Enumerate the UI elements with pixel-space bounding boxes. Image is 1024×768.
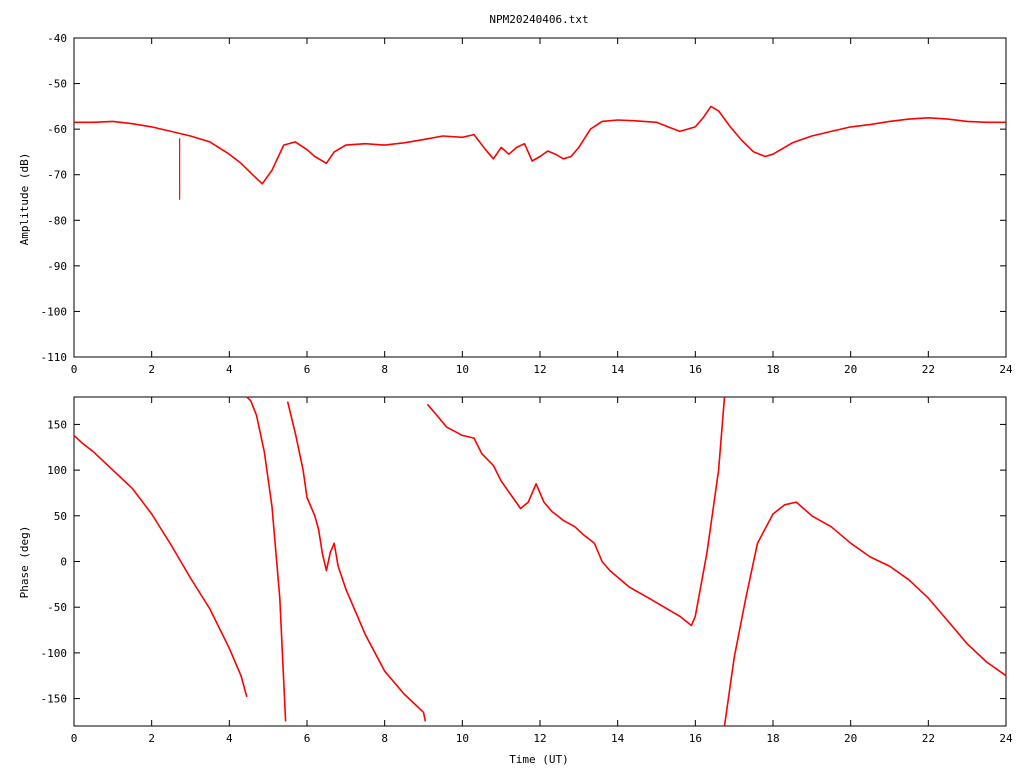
y-tick-label: -150 — [41, 693, 68, 706]
x-tick-label: 2 — [148, 732, 155, 745]
time-x-axis-label: Time (UT) — [509, 753, 569, 766]
y-tick-label: -110 — [41, 351, 68, 364]
y-tick-label: 0 — [60, 556, 67, 569]
x-tick-label: 2 — [148, 363, 155, 376]
y-tick-label: -50 — [47, 78, 67, 91]
y-tick-label: 50 — [54, 510, 67, 523]
y-tick-label: -80 — [47, 214, 67, 227]
x-tick-label: 20 — [844, 732, 857, 745]
data-series-line — [73, 396, 1007, 727]
x-tick-label: 14 — [611, 363, 625, 376]
x-tick-label: 6 — [304, 732, 311, 745]
amplitude-y-axis-label: Amplitude (dB) — [18, 153, 31, 246]
x-tick-label: 4 — [226, 732, 233, 745]
y-tick-label: -100 — [41, 305, 68, 318]
x-tick-label: 12 — [533, 732, 546, 745]
x-tick-label: 22 — [922, 363, 935, 376]
x-tick-label: 18 — [766, 363, 779, 376]
y-tick-label: -40 — [47, 32, 67, 45]
phase-panel: 0 2 4 6 8 10 12 14 16 18 20 22 24150100500-50-100-15… — [41, 396, 1013, 745]
x-tick-label: 12 — [533, 363, 546, 376]
x-tick-label: 8 — [381, 363, 388, 376]
plot-frame — [73, 37, 1007, 358]
x-tick-label: 18 — [766, 732, 779, 745]
x-tick-label: 16 — [689, 732, 702, 745]
data-series-line — [74, 105, 1006, 185]
amplitude-panel: 0 2 4 6 8 10 12 14 16 18 20 22 24-40-50-60-70-80-90-… — [41, 32, 1013, 376]
x-tick-label: 0 — [71, 732, 78, 745]
y-tick-label: -50 — [47, 601, 67, 614]
y-tick-label: -90 — [47, 260, 67, 273]
x-tick-label: 16 — [689, 363, 702, 376]
y-tick-label: 150 — [47, 418, 67, 431]
plot-frame — [73, 396, 1007, 727]
phase-y-axis-label: Phase (deg) — [18, 526, 31, 599]
x-tick-label: 10 — [456, 363, 469, 376]
y-tick-label: 100 — [47, 464, 67, 477]
y-tick-label: -100 — [41, 647, 68, 660]
y-tick-label: -60 — [47, 123, 67, 136]
x-tick-label: 24 — [999, 732, 1013, 745]
x-tick-label: 20 — [844, 363, 857, 376]
x-tick-label: 6 — [304, 363, 311, 376]
x-tick-label: 8 — [381, 732, 388, 745]
x-tick-label: 4 — [226, 363, 233, 376]
x-tick-label: 0 — [71, 363, 78, 376]
x-tick-label: 24 — [999, 363, 1013, 376]
x-tick-label: 14 — [611, 732, 625, 745]
x-tick-label: 10 — [456, 732, 469, 745]
chart-title: NPM20240406.txt — [489, 13, 588, 26]
x-tick-label: 22 — [922, 732, 935, 745]
y-tick-label: -70 — [47, 169, 67, 182]
